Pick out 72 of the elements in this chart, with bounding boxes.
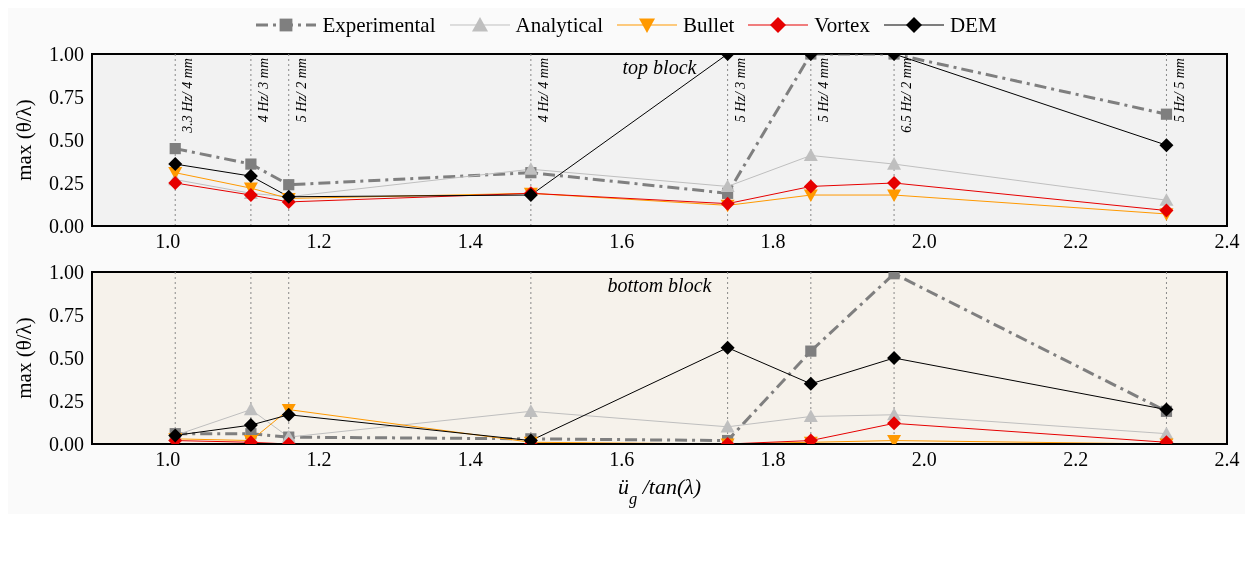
x-tick-label: 1.8 bbox=[760, 448, 786, 471]
point bbox=[887, 351, 902, 365]
point bbox=[720, 179, 735, 193]
ref-line-label: 4 Hz/ 4 mm bbox=[536, 58, 552, 123]
y-tick-label: 0.75 bbox=[49, 86, 84, 109]
x-tick-label: 1.2 bbox=[306, 230, 332, 253]
x-tick-label: 1.0 bbox=[155, 230, 181, 253]
y-axis-title: max (θ/λ) bbox=[11, 317, 36, 399]
x-tick-label: 1.4 bbox=[457, 448, 483, 471]
point bbox=[281, 407, 296, 422]
y-tick-label: 0.50 bbox=[49, 129, 84, 152]
x-tick-label: 1.2 bbox=[306, 448, 332, 471]
ref-line-label: 5 Hz/ 2 mm bbox=[293, 58, 309, 123]
point bbox=[168, 157, 183, 172]
y-tick-label: 0.25 bbox=[49, 172, 84, 195]
point bbox=[803, 376, 818, 391]
point bbox=[720, 340, 735, 355]
point bbox=[803, 148, 818, 162]
point bbox=[1159, 138, 1174, 153]
x-tick-label: 2.0 bbox=[911, 448, 937, 471]
legend-label: DEM bbox=[949, 12, 997, 38]
point bbox=[243, 169, 258, 184]
ref-line-label: 5 Hz/ 3 mm bbox=[732, 58, 748, 123]
point bbox=[283, 179, 295, 191]
point bbox=[887, 416, 902, 431]
x-tick-label: 2.0 bbox=[911, 230, 937, 253]
legend-label: Experimental bbox=[322, 12, 436, 38]
point bbox=[1159, 203, 1174, 218]
point bbox=[803, 179, 818, 194]
x-tick-label: 1.6 bbox=[609, 230, 635, 253]
ref-line-label: 6.5 Hz/ 2 mm bbox=[899, 58, 915, 133]
x-tick-label: 2.4 bbox=[1214, 448, 1240, 471]
x-tick-label: 1.0 bbox=[155, 448, 181, 471]
ref-line-label: 5 Hz/ 4 mm bbox=[816, 58, 832, 123]
point bbox=[803, 409, 818, 423]
x-tick-label: 1.8 bbox=[760, 230, 786, 253]
point bbox=[887, 176, 902, 190]
ref-line-label: 3.3 Hz/ 4 mm bbox=[180, 58, 196, 134]
point bbox=[243, 418, 258, 433]
x-tick-label: 2.2 bbox=[1063, 448, 1089, 471]
legend-label: Analytical bbox=[515, 12, 603, 38]
legend-label: Bullet bbox=[682, 12, 735, 38]
x-tick-label: 2.4 bbox=[1214, 230, 1240, 253]
annotation: top block bbox=[622, 56, 697, 78]
ref-line-label: 5 Hz/ 5 mm bbox=[1171, 58, 1187, 123]
point bbox=[720, 419, 735, 433]
y-tick-label: 0.00 bbox=[49, 433, 84, 456]
y-tick-label: 1.00 bbox=[49, 261, 84, 284]
point bbox=[887, 157, 902, 170]
point bbox=[523, 404, 538, 417]
point bbox=[169, 143, 181, 155]
point bbox=[887, 189, 902, 203]
ref-line-label: 4 Hz/ 3 mm bbox=[256, 58, 272, 123]
point bbox=[245, 158, 257, 170]
point bbox=[243, 402, 258, 416]
point bbox=[1160, 108, 1173, 120]
y-tick-label: 0.75 bbox=[49, 304, 84, 327]
y-tick-label: 1.00 bbox=[49, 43, 84, 66]
point bbox=[805, 345, 817, 357]
x-axis-title: ü$_{g}$/tan(λ) bbox=[617, 474, 702, 508]
x-tick-label: 2.2 bbox=[1063, 230, 1089, 253]
y-tick-label: 0.00 bbox=[49, 215, 84, 238]
point bbox=[168, 176, 183, 190]
y-axis-title: max (θ/λ) bbox=[11, 99, 36, 181]
point bbox=[1159, 193, 1174, 206]
legend-label: Vortex bbox=[814, 12, 870, 38]
point bbox=[523, 162, 538, 175]
x-tick-label: 1.6 bbox=[609, 448, 635, 471]
y-tick-label: 0.25 bbox=[49, 390, 84, 413]
y-tick-label: 0.50 bbox=[49, 347, 84, 370]
annotation: bottom block bbox=[606, 274, 713, 297]
x-tick-label: 1.4 bbox=[457, 230, 483, 253]
